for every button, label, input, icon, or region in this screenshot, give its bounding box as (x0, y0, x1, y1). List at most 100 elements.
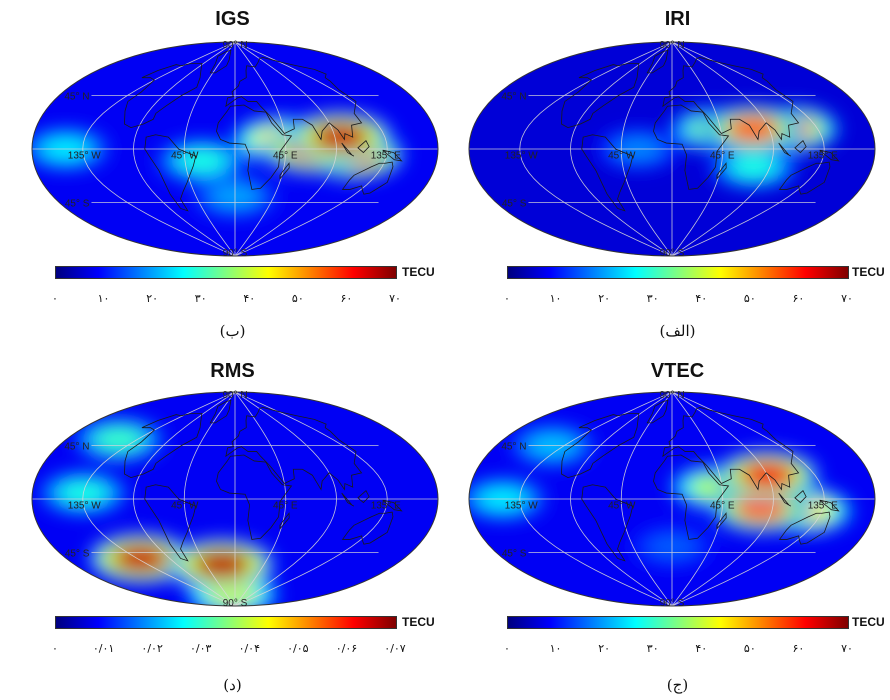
colorbar-tick-label: ۰/۰۵ (287, 642, 309, 655)
map-label: 45° W (608, 501, 636, 512)
colorbar-tick-label: ۶۰ (792, 642, 805, 655)
map-label: 45° W (171, 151, 199, 162)
coastline (124, 62, 203, 129)
panel-caption: (الف) (659, 322, 696, 340)
map-label: 45° E (710, 501, 735, 512)
colorbar-tick-label: ۰ (52, 292, 58, 305)
map-label: 135° W (68, 501, 101, 512)
coastline (794, 140, 807, 154)
coastline (561, 412, 640, 479)
colorbar-tick-label: ۰ (52, 642, 58, 655)
map-label: 135° E (371, 501, 401, 512)
colorbar-tick-label: ۱۰ (97, 292, 110, 305)
colorbar-ticks: ۰ ۱۰ ۲۰ ۳۰ ۴۰ ۵۰ ۶۰ ۷۰ (504, 642, 853, 658)
colorbar-tick-label: ۰ (504, 642, 510, 655)
colorbar-tick-label: ۱۰ (549, 642, 562, 655)
coastline (144, 484, 197, 562)
coastline (716, 512, 727, 530)
colorbar-tick-label: ۰/۰۶ (335, 642, 358, 655)
colorbar-tick-label: ۴۰ (695, 642, 708, 655)
map-label: 45° W (171, 501, 199, 512)
colorbar-tick-label: ۵۰ (291, 292, 304, 305)
coastline (581, 134, 634, 212)
heat-blob (725, 115, 781, 143)
heat-blob (734, 494, 789, 523)
coastline (341, 511, 394, 545)
colorbar-tick-label: ۰/۰۴ (238, 642, 260, 655)
coastline (357, 140, 370, 154)
chart-title: RMS (210, 360, 255, 382)
map-label: 90° N (659, 40, 684, 51)
coastline (382, 499, 403, 512)
coastline (778, 511, 831, 545)
panel-caption: (د) (223, 676, 242, 694)
colorbar (55, 616, 397, 629)
coastline (144, 134, 197, 212)
colorbar-tick-label: ۳۰ (194, 292, 207, 305)
colorbar-tick-label: ۵۰ (743, 642, 756, 655)
heat-blob (193, 550, 251, 579)
coastline (716, 162, 727, 180)
map-label: 90° N (222, 390, 247, 401)
heat-blob (112, 544, 169, 573)
coastline (216, 454, 293, 540)
coastline (778, 142, 792, 157)
map-label: 45° S (502, 549, 527, 560)
coastline (216, 104, 293, 190)
map-border (31, 391, 439, 607)
colorbar-tick-label: ۱۰ (549, 292, 562, 305)
colorbar-unit: TECU (852, 615, 885, 629)
coastline (382, 149, 403, 162)
map-label: 135° W (68, 151, 101, 162)
coastline (225, 407, 363, 491)
colorbar-unit: TECU (402, 615, 435, 629)
colorbar (507, 266, 849, 279)
map-border (468, 391, 876, 607)
colorbar-tick-label: ۰ (504, 292, 510, 305)
colorbar-tick-label: ۳۰ (646, 292, 659, 305)
colorbar-tick-label: ۲۰ (146, 292, 159, 305)
colorbar-tick-label: ۴۰ (695, 292, 708, 305)
colorbar-tick-label: ۵۰ (743, 292, 756, 305)
map-label: 45° N (64, 92, 89, 103)
map-border (31, 41, 439, 257)
colorbar-ticks: ۰ ۰/۰۱ ۰/۰۲ ۰/۰۳ ۰/۰۴ ۰/۰۵ ۰/۰۶ ۰/۰۷ (52, 642, 406, 658)
coastline (646, 399, 669, 424)
colorbar-unit: TECU (402, 265, 435, 279)
coastline (646, 49, 669, 74)
colorbar (55, 266, 397, 279)
coastline (662, 407, 800, 491)
chart-title: VTEC (650, 360, 705, 382)
colorbar-tick-label: ۰/۰۳ (189, 642, 212, 655)
map-label: 45° N (501, 442, 526, 453)
colorbar-unit: TECU (852, 265, 885, 279)
map-label: 90° S (660, 248, 685, 258)
map-label: 90° N (659, 390, 684, 401)
map-label: 90° S (660, 598, 685, 608)
coastline (279, 162, 290, 180)
coastline (819, 499, 840, 512)
coastline (225, 57, 363, 141)
map-label: 45° S (502, 199, 527, 210)
coastline (209, 399, 232, 424)
coastline (341, 142, 355, 157)
map-label: 45° E (273, 501, 298, 512)
map-label: 90° N (222, 40, 247, 51)
coastline (561, 62, 640, 129)
coastline (581, 484, 634, 562)
colorbar-tick-label: ۷۰ (841, 292, 853, 305)
map-label: 45° N (64, 442, 89, 453)
heat-blob (312, 123, 369, 152)
colorbar-ticks: ۰ ۱۰ ۲۰ ۳۰ ۴۰ ۵۰ ۶۰ ۷۰ (504, 292, 853, 308)
map-label: 135° W (505, 151, 538, 162)
coastline (778, 161, 831, 195)
coastline (209, 49, 232, 74)
map-label: 45° E (273, 151, 298, 162)
